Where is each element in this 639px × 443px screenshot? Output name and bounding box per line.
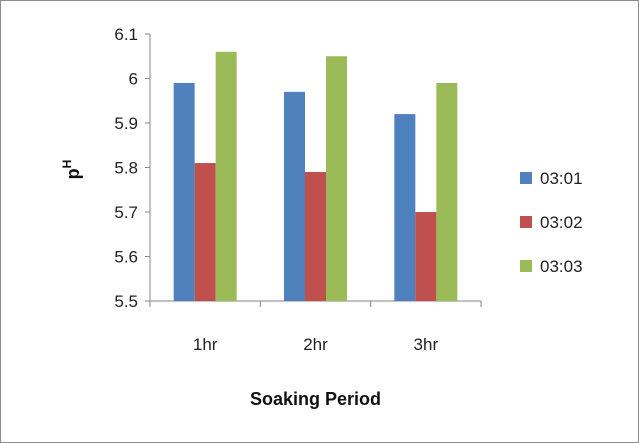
legend-swatch-03-03 (520, 260, 532, 272)
bar-03-03-3hr (436, 82, 458, 301)
x-tick-label: 1hr (193, 335, 218, 354)
y-tick-label: 5.6 (114, 248, 138, 267)
bar-03-01-3hr (394, 114, 416, 301)
y-tick-label: 5.5 (114, 292, 138, 311)
x-tick-label: 3hr (414, 335, 439, 354)
bar-03-03-1hr (215, 51, 237, 301)
legend-label: 03:03 (540, 257, 583, 276)
legend-label: 03:02 (540, 213, 583, 232)
bar-03-02-1hr (194, 163, 216, 301)
bar-03-02-2hr (305, 171, 326, 301)
y-tick-label: 5.7 (114, 203, 138, 222)
bar-03-02-3hr (415, 212, 437, 301)
legend-swatch-03-02 (520, 216, 532, 228)
y-tick-label: 6.1 (114, 25, 138, 44)
y-axis-title: pH (60, 160, 83, 180)
legend-label: 03:01 (540, 169, 583, 188)
y-tick-label: 6 (129, 70, 138, 89)
y-tick-label: 5.8 (114, 159, 138, 178)
x-tick-label: 2hr (303, 335, 328, 354)
bar-03-03-2hr (326, 56, 347, 301)
legend-swatch-03-01 (520, 172, 532, 184)
x-axis-title: Soaking Period (250, 389, 381, 409)
y-tick-label: 5.9 (114, 114, 138, 133)
bar-03-01-1hr (173, 82, 195, 301)
bar-03-01-2hr (284, 91, 305, 301)
